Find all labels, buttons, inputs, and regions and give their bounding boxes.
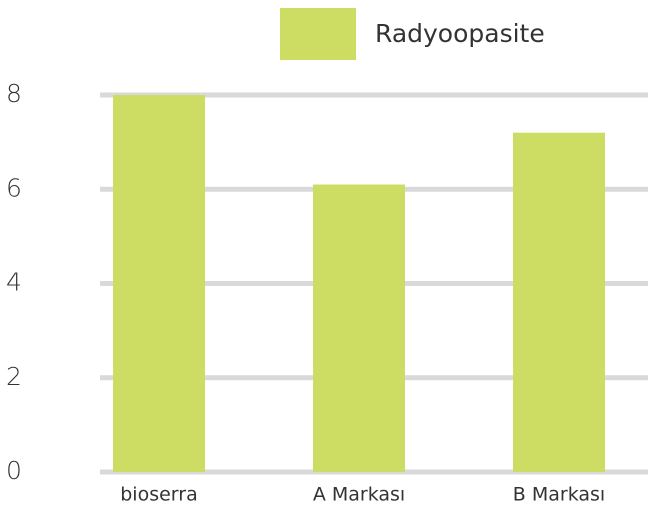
bar xyxy=(513,132,605,472)
legend-label: Radyoopasite xyxy=(375,19,545,48)
y-tick-label: 6 xyxy=(6,173,22,202)
y-tick-label: 2 xyxy=(6,362,22,391)
y-tick-label: 8 xyxy=(6,79,22,108)
y-tick-label: 4 xyxy=(6,268,22,297)
x-tick-label: bioserra xyxy=(120,484,197,506)
legend-swatch xyxy=(280,8,356,60)
x-tick-label: B Markası xyxy=(513,484,605,506)
bar xyxy=(113,95,205,472)
x-tick-label: A Markası xyxy=(313,484,405,506)
bar xyxy=(313,184,405,472)
y-tick-label: 0 xyxy=(6,456,22,485)
